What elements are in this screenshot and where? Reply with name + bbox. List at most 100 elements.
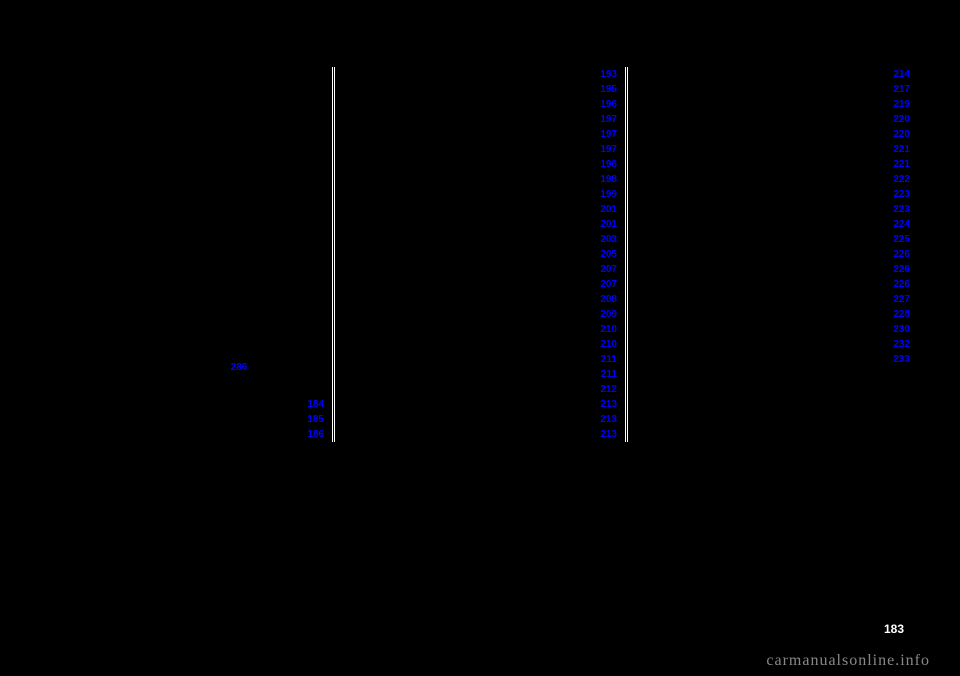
- toc-item[interactable]: Fluid Locations196: [343, 97, 617, 112]
- toc-item[interactable]: Snow Tires226: [636, 277, 910, 292]
- toc-item-page[interactable]: 210: [589, 337, 617, 352]
- toc-item[interactable]: Spark Plugs213: [343, 397, 617, 412]
- toc-item[interactable]: Tire Rotation224: [636, 217, 910, 232]
- toc-item[interactable]: Adding Oil197: [343, 127, 617, 142]
- toc-item-page[interactable]: 208: [589, 292, 617, 307]
- toc-item-page[interactable]: 221: [882, 157, 910, 172]
- toc-item-label: Snow Tires: [646, 277, 882, 292]
- toc-item[interactable]: Clutch System210: [343, 337, 617, 352]
- toc-item[interactable]: Wheels and Tires226: [636, 247, 910, 262]
- toc-item[interactable]: Owner Maintenance Checks195: [343, 82, 617, 97]
- toc-item-page[interactable]: 196: [589, 97, 617, 112]
- toc-item[interactable]: Additives198: [343, 172, 617, 187]
- toc-item-page[interactable]: 226: [882, 277, 910, 292]
- toc-item[interactable]: Maintenance Safety184: [50, 397, 324, 412]
- toc-item[interactable]: Maintenance223: [636, 202, 910, 217]
- toc-item[interactable]: Drive Belts220: [636, 127, 910, 142]
- toc-item-page[interactable]: 226: [882, 247, 910, 262]
- toc-item-page[interactable]: 223: [882, 187, 910, 202]
- toc-item[interactable]: Recommended Tire Pressures for Normal Dr…: [636, 172, 910, 187]
- toc-item-page[interactable]: 211: [589, 352, 617, 367]
- toc-item-page[interactable]: 210: [589, 322, 617, 337]
- toc-item[interactable]: Transmission Fluid207: [343, 262, 617, 277]
- toc-item-page[interactable]: 211: [589, 367, 617, 382]
- toc-item[interactable]: Important Safety Precautions185: [50, 412, 324, 427]
- toc-item[interactable]: Tire Chains227: [636, 292, 910, 307]
- toc-item[interactable]: Recommended Oil197: [343, 142, 617, 157]
- toc-item-page[interactable]: 232: [882, 337, 910, 352]
- toc-item[interactable]: Required Maintenance Record193: [343, 67, 617, 82]
- toc-item[interactable]: Tires221: [636, 142, 910, 157]
- toc-item-page[interactable]: 213: [589, 412, 617, 427]
- toc-item-page[interactable]: 222: [882, 172, 910, 187]
- toc-item-page[interactable]: 199: [589, 187, 617, 202]
- toc-item-page[interactable]: 223: [882, 202, 910, 217]
- toc-item[interactable]: Air Cleaner Element211: [343, 367, 617, 382]
- toc-item[interactable]: Lights228: [636, 307, 910, 322]
- toc-item-page[interactable]: 225: [882, 232, 910, 247]
- toc-item-page[interactable]: 197: [589, 127, 617, 142]
- toc-item-page[interactable]: 197: [589, 112, 617, 127]
- toc-item-page[interactable]: 195: [589, 82, 617, 97]
- toc-item[interactable]: Hood Latch212: [343, 382, 617, 397]
- toc-item-page[interactable]: 213: [589, 427, 617, 442]
- toc-item-page[interactable]: 213: [589, 397, 617, 412]
- toc-item[interactable]: Specifications213: [343, 427, 617, 442]
- toc-item[interactable]: Maintenance Schedule186: [50, 427, 324, 442]
- toc-item-page[interactable]: 221: [882, 142, 910, 157]
- toc-item[interactable]: Power Steering211: [343, 352, 617, 367]
- toc-item-page[interactable]: 198: [589, 157, 617, 172]
- toc-item[interactable]: Storing Your Vehicle232: [636, 337, 910, 352]
- toc-item-page[interactable]: 186: [296, 427, 324, 442]
- toc-item-page[interactable]: 212: [589, 382, 617, 397]
- toc-item-page[interactable]: 220: [882, 127, 910, 142]
- toc-item[interactable]: Replacing Engine Coolant203: [343, 232, 617, 247]
- intro-xref-page[interactable]: 286: [231, 362, 248, 373]
- toc-item[interactable]: Adding Engine Coolant201: [343, 217, 617, 232]
- toc-item-page[interactable]: 228: [882, 307, 910, 322]
- toc-item[interactable]: Automatic Transmission207: [343, 277, 617, 292]
- toc-item[interactable]: Brake System210: [343, 322, 617, 337]
- toc-item-page[interactable]: 217: [882, 82, 910, 97]
- toc-item[interactable]: Inspection223: [636, 187, 910, 202]
- toc-item[interactable]: Brake and Clutch Fluid209: [343, 307, 617, 322]
- toc-item-page[interactable]: 203: [589, 232, 617, 247]
- toc-item-page[interactable]: 226: [882, 262, 910, 277]
- toc-item[interactable]: Replacing Tires and Wheels225: [636, 232, 910, 247]
- toc-item-page[interactable]: 233: [882, 352, 910, 367]
- toc-item[interactable]: Replacing Bulbs230: [636, 322, 910, 337]
- toc-item[interactable]: Engine Oil197: [343, 112, 617, 127]
- toc-item[interactable]: Replacement213: [343, 412, 617, 427]
- toc-item-label: Hood Latch: [343, 382, 589, 397]
- toc-item-page[interactable]: 219: [882, 97, 910, 112]
- toc-item[interactable]: Inflation221: [636, 157, 910, 172]
- toc-item[interactable]: 5-speed Manual Transmission208: [343, 292, 617, 307]
- toc-item[interactable]: Battery214: [636, 67, 910, 82]
- toc-item[interactable]: Winter Driving226: [636, 262, 910, 277]
- toc-item-page[interactable]: 197: [589, 142, 617, 157]
- toc-item-label: Tires: [636, 142, 882, 157]
- toc-item[interactable]: 233: [636, 352, 910, 367]
- toc-item-page[interactable]: 193: [589, 67, 617, 82]
- toc-item-page[interactable]: 201: [589, 217, 617, 232]
- toc-item-page[interactable]: 205: [589, 247, 617, 262]
- toc-item-page[interactable]: 201: [589, 202, 617, 217]
- toc-item-page[interactable]: 227: [882, 292, 910, 307]
- toc-item[interactable]: Changing the Oil and Filter199: [343, 187, 617, 202]
- toc-item[interactable]: Air Conditioning System219: [636, 97, 910, 112]
- toc-item[interactable]: Wiper Blades217: [636, 82, 910, 97]
- toc-item-page[interactable]: 209: [589, 307, 617, 322]
- toc-item-page[interactable]: 185: [296, 412, 324, 427]
- toc-item-page[interactable]: 184: [296, 397, 324, 412]
- toc-item-page[interactable]: 207: [589, 262, 617, 277]
- toc-item[interactable]: Synthetic Oil198: [343, 157, 617, 172]
- toc-item-page[interactable]: 230: [882, 322, 910, 337]
- toc-item-page[interactable]: 214: [882, 67, 910, 82]
- toc-item[interactable]: Windshield Washers205: [343, 247, 617, 262]
- toc-item[interactable]: Air Conditioning Filter220: [636, 112, 910, 127]
- toc-item-page[interactable]: 224: [882, 217, 910, 232]
- toc-item-page[interactable]: 207: [589, 277, 617, 292]
- toc-item-page[interactable]: 198: [589, 172, 617, 187]
- toc-item[interactable]: Cooling System201: [343, 202, 617, 217]
- toc-item-page[interactable]: 220: [882, 112, 910, 127]
